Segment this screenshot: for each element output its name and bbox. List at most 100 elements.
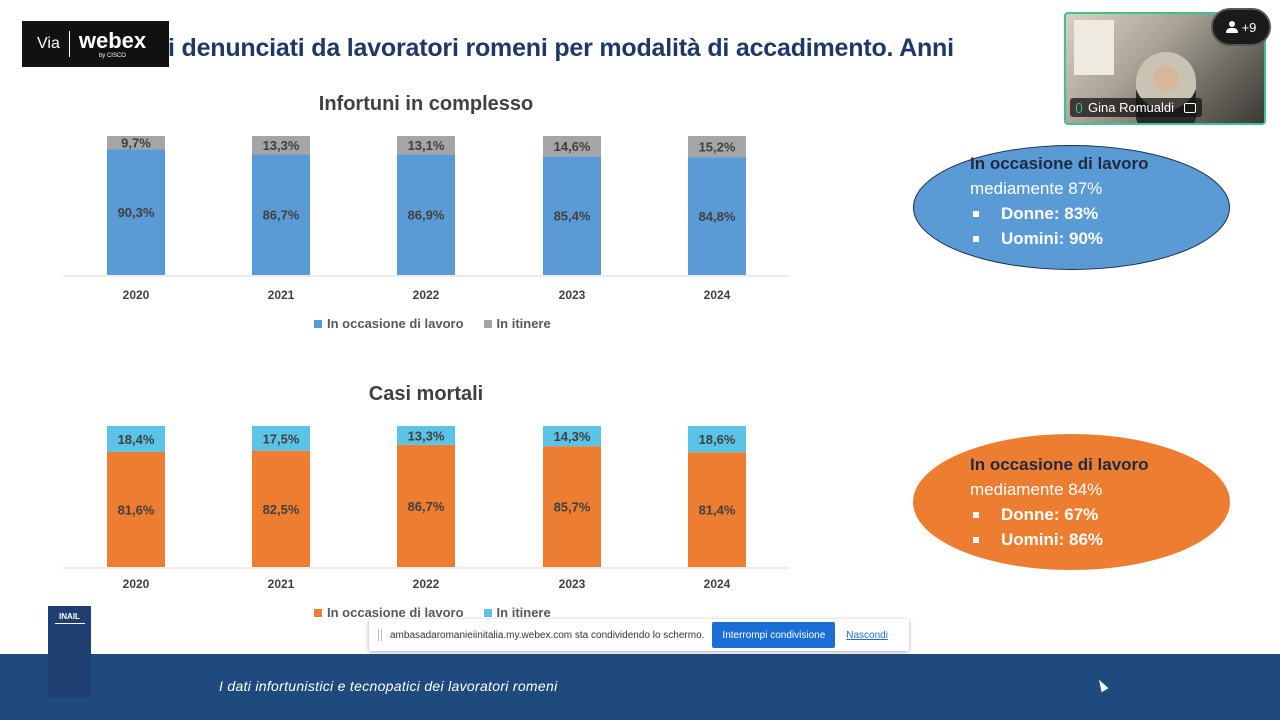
data-label-work-2020: 81,6% xyxy=(118,502,155,517)
chart-title-infortuni: Infortuni in complesso xyxy=(318,93,534,115)
inail-logo: INAIL xyxy=(48,606,91,697)
bullet-icon xyxy=(973,235,979,242)
bar-work-2021 xyxy=(252,154,310,275)
legend-swatch-work xyxy=(314,319,322,328)
inail-logo-line xyxy=(54,623,85,624)
bar-work-2024 xyxy=(688,157,746,275)
callout-infortuni xyxy=(913,145,1230,270)
slide-footer-bar xyxy=(0,654,1280,720)
bar-work-2022 xyxy=(397,444,455,567)
participant-name-label: Gina Romualdi xyxy=(1070,98,1202,117)
chart-title-mortali: Casi mortali xyxy=(368,383,484,405)
webex-via-text: Via xyxy=(37,35,60,52)
chart-infortuni: 90,3% 9,7% 2020 86,7% 13,3% 2021 86,9% 13,1% 202… xyxy=(63,136,789,302)
legend-label-itinere-mortali: In itinere xyxy=(496,605,551,620)
data-label-work-2023: 85,7% xyxy=(554,500,591,515)
share-message: ambasadaromanieiinitalia.my.webex.com st… xyxy=(390,629,705,641)
bar-work-2023 xyxy=(543,446,601,567)
callout-mortali-women: Donne: 67% xyxy=(970,502,1149,527)
screen-share-icon xyxy=(1184,102,1196,113)
screen-share-notification: ambasadaromanieiinitalia.my.webex.com st… xyxy=(369,619,909,651)
data-label-work-2022: 86,9% xyxy=(408,208,445,223)
legend-swatch-work-mortali xyxy=(314,608,322,617)
x-tick-label-2020: 2020 xyxy=(123,577,150,591)
data-label-itinere-2022: 13,3% xyxy=(408,428,445,443)
drag-handle-icon[interactable] xyxy=(378,629,382,641)
data-label-itinere-2022: 13,1% xyxy=(408,138,445,153)
bar-work-2020 xyxy=(107,149,165,275)
slide-title: i denunciati da lavoratori romeni per mo… xyxy=(168,34,954,62)
legend-item-work: In occasione di lavoro xyxy=(314,316,464,331)
data-label-work-2021: 86,7% xyxy=(263,208,300,223)
bar-work-2023 xyxy=(543,156,601,275)
data-label-itinere-2024: 18,6% xyxy=(699,432,736,447)
legend-item-work-mortali: In occasione di lavoro xyxy=(314,605,464,620)
video-background-window xyxy=(1074,20,1114,75)
legend-label-work: In occasione di lavoro xyxy=(327,316,464,331)
bar-itinere-2023 xyxy=(543,426,601,447)
legend-item-itinere-mortali: In itinere xyxy=(483,605,551,620)
data-label-work-2024: 84,8% xyxy=(699,209,736,224)
callout-mortali xyxy=(913,434,1230,570)
callout-mortali-text: In occasione di lavoro mediamente 84% Do… xyxy=(970,452,1149,552)
x-tick-label-2021: 2021 xyxy=(268,288,295,302)
data-label-work-2023: 85,4% xyxy=(554,209,591,224)
person-icon xyxy=(1225,21,1238,33)
legend-item-itinere: In itinere xyxy=(483,316,551,331)
data-label-itinere-2024: 15,2% xyxy=(699,140,736,155)
bar-itinere-2020 xyxy=(107,136,165,150)
callout-infortuni-men-text: Uomini: 90% xyxy=(1001,229,1104,248)
data-label-work-2020: 90,3% xyxy=(118,205,155,220)
bar-itinere-2022 xyxy=(397,426,455,445)
x-tick-label-2021: 2021 xyxy=(268,577,295,591)
callout-mortali-average: mediamente 84% xyxy=(970,480,1103,499)
bar-itinere-2020 xyxy=(107,426,165,452)
legend-swatch-itinere-mortali xyxy=(483,608,492,617)
x-tick-label-2024: 2024 xyxy=(704,288,731,302)
data-label-itinere-2021: 17,5% xyxy=(263,431,300,446)
legend-label-work-mortali: In occasione di lavoro xyxy=(327,605,464,620)
bullet-icon xyxy=(973,511,979,518)
hide-button[interactable]: Nascondi xyxy=(846,629,888,641)
callout-infortuni-heading: In occasione di lavoro xyxy=(970,154,1149,173)
bar-itinere-2022 xyxy=(397,136,455,155)
callout-infortuni-average: mediamente 87% xyxy=(970,179,1103,198)
x-tick-label-2022: 2022 xyxy=(413,288,440,302)
data-label-itinere-2023: 14,6% xyxy=(554,139,591,154)
data-label-itinere-2023: 14,3% xyxy=(554,429,591,444)
callout-infortuni-men: Uomini: 90% xyxy=(970,226,1149,251)
callout-infortuni-women-text: Donne: 83% xyxy=(1001,204,1099,223)
webex-wordmark: webex xyxy=(78,27,147,53)
microphone-icon xyxy=(1076,102,1082,113)
legend-infortuni: In occasione di lavoro In itinere xyxy=(314,316,551,331)
legend-swatch-itinere xyxy=(483,319,492,328)
callout-mortali-women-text: Donne: 67% xyxy=(1001,505,1099,524)
callout-mortali-men-text: Uomini: 86% xyxy=(1001,530,1104,549)
legend-label-itinere: In itinere xyxy=(496,316,551,331)
bullet-icon xyxy=(973,536,979,543)
bar-work-2024 xyxy=(688,452,746,567)
stop-sharing-button[interactable]: Interrompi condivisione xyxy=(712,622,836,648)
data-label-itinere-2020: 18,4% xyxy=(118,432,155,447)
chart-mortali: 81,6% 18,4% 2020 82,5% 17,5% 2021 86,7% 13,3% 20… xyxy=(63,426,789,591)
legend-mortali: In occasione di lavoro In itinere xyxy=(314,605,551,620)
bar-itinere-2024 xyxy=(688,136,746,158)
x-tick-label-2023: 2023 xyxy=(559,288,586,302)
bar-itinere-2024 xyxy=(688,426,746,453)
participants-button[interactable]: +9 xyxy=(1211,8,1271,46)
webex-logo: Via webex by CISCO xyxy=(22,21,169,67)
data-label-itinere-2020: 9,7% xyxy=(121,136,151,151)
bar-itinere-2021 xyxy=(252,426,310,451)
bar-work-2020 xyxy=(107,451,165,567)
inail-logo-text: INAIL xyxy=(59,612,80,621)
x-tick-label-2020: 2020 xyxy=(123,288,150,302)
data-label-itinere-2021: 13,3% xyxy=(263,138,300,153)
callout-infortuni-women: Donne: 83% xyxy=(970,201,1149,226)
callout-mortali-heading: In occasione di lavoro xyxy=(970,455,1149,474)
callout-infortuni-text: In occasione di lavoro mediamente 87% Do… xyxy=(970,151,1149,251)
bar-itinere-2023 xyxy=(543,136,601,157)
participants-count: +9 xyxy=(1241,19,1257,35)
data-label-work-2022: 86,7% xyxy=(408,499,445,514)
slide-footer-text: I dati infortunistici e tecnopatici dei … xyxy=(219,678,558,694)
bar-itinere-2021 xyxy=(252,136,310,155)
